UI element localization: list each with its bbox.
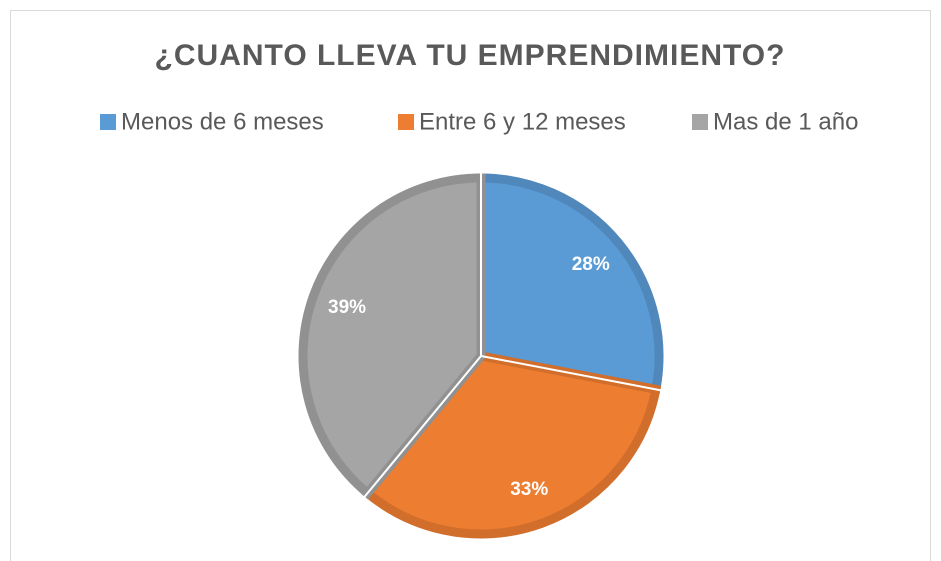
- pie-slice: [476, 173, 664, 395]
- data-label: 33%: [510, 479, 548, 500]
- data-label: 39%: [328, 297, 366, 318]
- slice-separator: [362, 355, 482, 499]
- legend-swatch: [692, 114, 708, 130]
- data-label: 28%: [572, 254, 610, 275]
- slice-separator: [480, 355, 662, 392]
- legend-label: Entre 6 y 12 meses: [419, 108, 626, 135]
- chart-title: ¿CUANTO LLEVA TU EMPRENDIMIENTO?: [155, 39, 786, 72]
- chart-border: [10, 10, 931, 561]
- pie-slice: [298, 173, 486, 500]
- legend-swatch: [398, 114, 414, 130]
- pie-slice: [361, 351, 662, 539]
- legend-label: Mas de 1 año: [713, 108, 858, 135]
- legend-swatch: [100, 114, 116, 130]
- legend-label: Menos de 6 meses: [121, 108, 324, 135]
